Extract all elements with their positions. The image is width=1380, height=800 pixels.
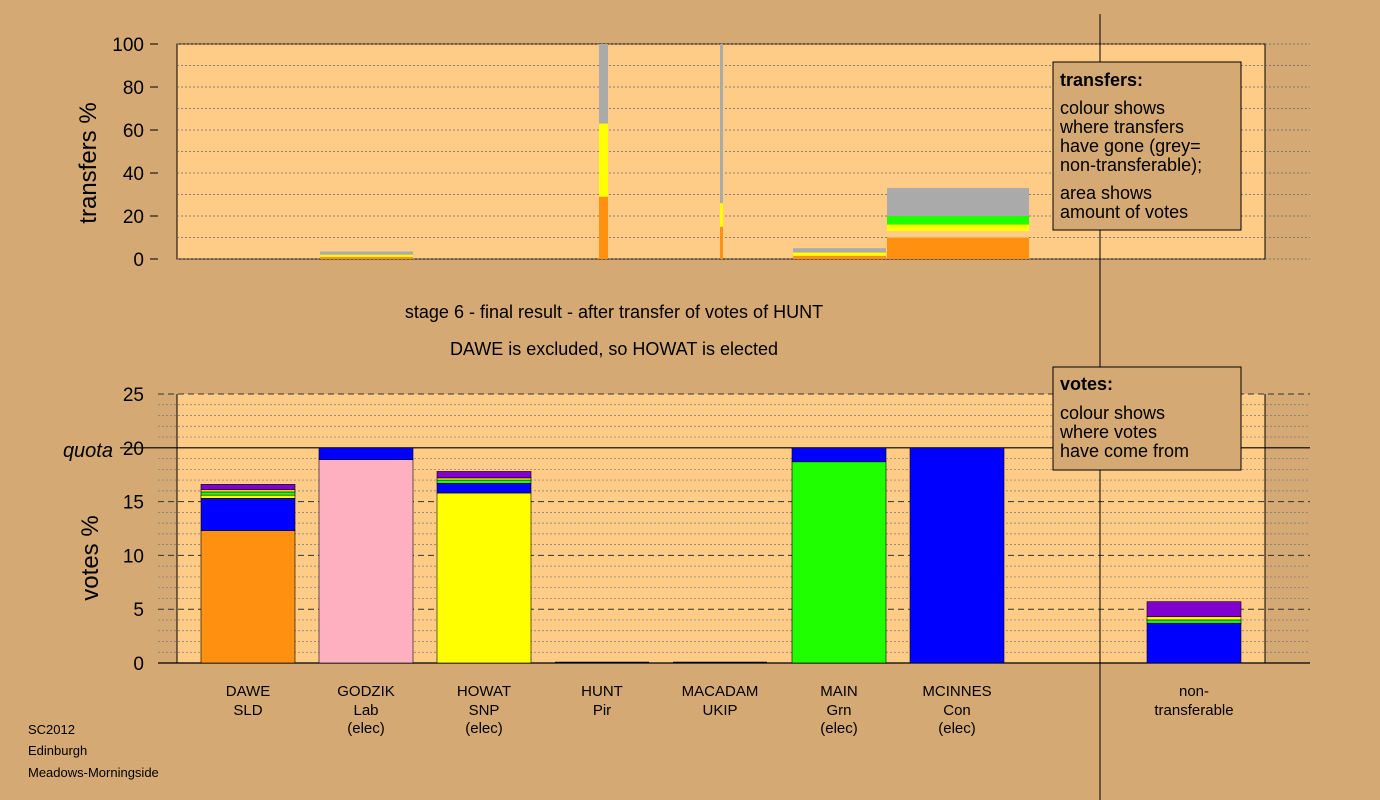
candidate-bar-segment	[436, 479, 532, 484]
transfers-legend-title: transfers:	[1060, 70, 1143, 90]
y-tick-label: 10	[123, 546, 144, 567]
candidate-status: (elec)	[347, 720, 385, 737]
candidate-status: (elec)	[465, 720, 503, 737]
y-tick-label: 25	[123, 385, 144, 406]
transfers-legend-line: non-transferable);	[1060, 155, 1202, 175]
candidate-party: SNP	[469, 702, 500, 719]
transfer-bar-segment	[793, 252, 886, 256]
votes-legend-box	[1052, 366, 1242, 471]
non-transferable-bar-segment	[1146, 601, 1242, 618]
candidate-bar-segment	[436, 477, 532, 481]
transfer-bar-segment	[887, 216, 1029, 225]
transfers-legend-box	[1052, 61, 1242, 231]
footer-ward: Meadows-Morningside	[28, 765, 159, 780]
candidate-party: Lab	[353, 702, 378, 719]
transfer-bar-segment	[599, 196, 608, 259]
transfer-bar-segment	[793, 248, 886, 253]
transfer-bar-segment	[887, 231, 1029, 238]
y-tick-label: 60	[123, 121, 144, 142]
transfer-bar-segment	[887, 188, 1029, 216]
candidate-bar-segment	[318, 447, 414, 460]
candidate-bar-segment	[791, 461, 887, 664]
y-tick-label: 0	[133, 654, 144, 675]
transfers-legend-line: have gone (grey=	[1060, 136, 1201, 156]
candidate-bar-segment	[200, 530, 296, 664]
transfer-bar-segment	[887, 224, 1029, 232]
candidate-bar-segment	[318, 459, 414, 664]
candidate-bar-segment	[436, 492, 532, 664]
candidate-bar-segment	[436, 471, 532, 479]
transfers-legend-line: amount of votes	[1060, 202, 1188, 222]
transfers-legend-line: colour shows	[1060, 98, 1165, 118]
stage-result: DAWE is excluded, so HOWAT is elected	[450, 339, 778, 359]
y-tick-label: 20	[123, 439, 144, 460]
transfers-legend-line: area shows	[1060, 183, 1152, 203]
candidate-bar-segment	[200, 494, 296, 499]
votes-y-label: votes %	[77, 515, 104, 600]
votes-legend-line: colour shows	[1060, 403, 1165, 423]
y-tick-label: 80	[123, 78, 144, 99]
transfer-bar-segment	[720, 226, 723, 259]
transfer-bar-segment	[720, 44, 723, 204]
transfer-bar-segment	[793, 255, 886, 259]
non-transferable-bar-segment	[1146, 622, 1242, 664]
candidate-bar-segment	[200, 491, 296, 496]
transfer-bar-segment	[599, 123, 608, 197]
candidate-party: UKIP	[702, 702, 737, 719]
footer-council: Edinburgh	[28, 743, 87, 758]
transfer-bar-segment	[320, 254, 413, 257]
candidate-bar-segment	[791, 447, 887, 463]
transfers-legend-line: where transfers	[1059, 117, 1184, 137]
transfer-bar-segment	[320, 256, 413, 259]
candidate-bar-segment	[909, 447, 1005, 664]
candidate-bar-segment	[200, 498, 296, 531]
candidate-name: MACADAM	[682, 683, 759, 700]
transfer-bar-segment	[320, 251, 413, 255]
votes-legend-line: where votes	[1059, 422, 1157, 442]
candidate-party: SLD	[233, 702, 262, 719]
transfers-bars	[320, 44, 1029, 259]
non-transferable-label: transferable	[1154, 702, 1233, 719]
candidate-labels: DAWESLDGODZIKLab(elec)HOWATSNP(elec)HUNT…	[226, 683, 1234, 737]
candidate-name: DAWE	[226, 683, 270, 700]
candidate-bar-segment	[200, 484, 296, 491]
candidate-name: GODZIK	[337, 683, 395, 700]
transfer-bar-segment	[599, 44, 608, 124]
quota-label: quota	[63, 440, 113, 462]
stage-title: stage 6 - final result - after transfer …	[405, 302, 823, 322]
non-transferable-bar-segment	[1146, 619, 1242, 624]
non-transferable-label: non-	[1179, 683, 1209, 700]
candidate-status: (elec)	[938, 720, 976, 737]
votes-legend: votes: colour shows where votes have com…	[1052, 366, 1242, 471]
votes-legend-line: have come from	[1060, 441, 1189, 461]
y-tick-label: 100	[112, 35, 144, 56]
candidate-status: (elec)	[820, 720, 858, 737]
candidate-bar-segment	[436, 483, 532, 494]
candidate-party: Con	[943, 702, 971, 719]
votes-bars	[200, 447, 1242, 664]
transfers-y-label: transfers %	[75, 102, 102, 223]
votes-legend-title: votes:	[1060, 374, 1113, 394]
transfers-legend: transfers: colour shows where transfers …	[1052, 61, 1242, 231]
y-tick-label: 40	[123, 164, 144, 185]
candidate-party: Grn	[826, 702, 851, 719]
candidate-bar-segment	[200, 489, 296, 493]
footer-election: SC2012	[28, 722, 75, 737]
votes-y-axis: 0 5 10 15 20 25	[123, 385, 144, 675]
y-tick-label: 15	[123, 493, 144, 514]
candidate-name: HOWAT	[457, 683, 511, 700]
transfers-y-axis: 0 20 40 60 80 100	[112, 35, 158, 271]
transfer-bar-segment	[720, 203, 723, 227]
candidate-name: MCINNES	[922, 683, 991, 700]
y-tick-label: 0	[133, 250, 144, 271]
candidate-name: HUNT	[581, 683, 623, 700]
y-tick-label: 5	[133, 600, 144, 621]
transfer-bar-segment	[887, 237, 1029, 259]
candidate-name: MAIN	[820, 683, 858, 700]
y-tick-label: 20	[123, 207, 144, 228]
candidate-party: Pir	[593, 702, 611, 719]
non-transferable-bar-segment	[1146, 616, 1242, 621]
